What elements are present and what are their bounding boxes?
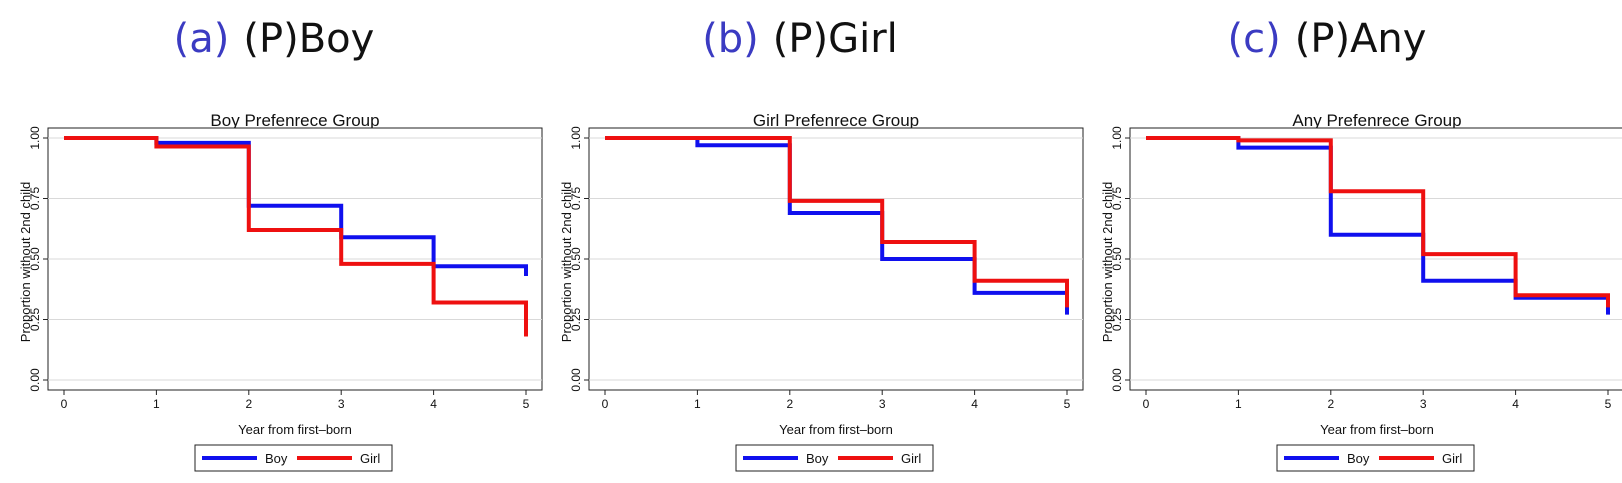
panel-a-x-axis-label: Year from first–born xyxy=(238,422,352,437)
panel-c-y-tick-label: 1.00 xyxy=(1110,126,1124,150)
panel-c-y-axis-label: Proportion without 2nd child xyxy=(1100,182,1115,342)
panel-b-caption-text: (P)Girl xyxy=(773,16,898,62)
panel-c-legend-girl-label: Girl xyxy=(1442,451,1462,466)
panel-a-plot-title: Boy Prefenrece Group xyxy=(210,111,379,130)
panel-a-y-tick-label: 0.25 xyxy=(28,307,42,331)
panel-a-y-axis-label: Proportion without 2nd child xyxy=(18,182,33,342)
panel-a-legend-boy-label: Boy xyxy=(265,451,288,466)
panel-a-x-tick-label: 4 xyxy=(430,397,437,411)
panel-b-y-tick-label: 0.25 xyxy=(569,307,583,331)
panel-a: (a) (P)Boy Boy Prefenrece Group Proporti… xyxy=(18,16,543,472)
panel-b-y-tick-label: 1.00 xyxy=(569,126,583,150)
panel-b-legend-girl-label: Girl xyxy=(901,451,921,466)
panel-a-x-tick-label: 5 xyxy=(523,397,530,411)
panel-b-x-tick-label: 3 xyxy=(879,397,886,411)
panel-a-legend: Boy Girl xyxy=(194,444,393,472)
panel-c-x-tick-label: 5 xyxy=(1605,397,1612,411)
panel-a-series-girl xyxy=(64,136,528,337)
panel-b-x-tick-label: 5 xyxy=(1064,397,1071,411)
panel-b-y-tick-label: 0.00 xyxy=(569,368,583,392)
panel-b-plot-area: 0.00 0.25 0.50 0.75 1.00 0 1 2 3 4 5 xyxy=(569,126,1084,411)
panel-b-legend-boy-label: Boy xyxy=(806,451,829,466)
panel-a-y-tick-label: 0.75 xyxy=(28,186,42,210)
panel-c: (c) (P)Any Any Prefenrece Group Proporti… xyxy=(1100,16,1622,472)
panel-b-plot-title: Girl Prefenrece Group xyxy=(753,111,919,130)
panel-a-y-tick-label: 1.00 xyxy=(28,126,42,150)
panel-c-x-tick-label: 4 xyxy=(1512,397,1519,411)
panel-c-y-tick-label: 0.50 xyxy=(1110,247,1124,271)
panel-b-x-axis-label: Year from first–born xyxy=(779,422,893,437)
panel-b-x-tick-label: 0 xyxy=(602,397,609,411)
panel-a-x-tick-label: 1 xyxy=(153,397,160,411)
panel-a-y-tick-label: 0.50 xyxy=(28,247,42,271)
panel-a-x-tick-label: 0 xyxy=(61,397,68,411)
panel-c-caption-label: (c) xyxy=(1228,16,1281,62)
panel-a-plot-area: 0.00 0.25 0.50 0.75 1.00 0 1 2 3 4 5 xyxy=(28,126,543,411)
panel-c-series-girl xyxy=(1146,136,1610,308)
panel-b-y-axis-label: Proportion without 2nd child xyxy=(559,182,574,342)
panel-c-y-tick-label: 0.75 xyxy=(1110,186,1124,210)
panel-a-caption-text: (P)Boy xyxy=(243,16,374,62)
panel-b-caption-label: (b) xyxy=(702,16,759,62)
panel-a-x-tick-label: 3 xyxy=(338,397,345,411)
panel-b: (b) (P)Girl Girl Prefenrece Group Propor… xyxy=(559,16,1084,472)
panel-c-x-tick-label: 3 xyxy=(1420,397,1427,411)
panel-c-plot-area: 0.00 0.25 0.50 0.75 1.00 0 1 2 3 4 5 xyxy=(1110,126,1622,411)
panel-a-caption: (a) (P)Boy xyxy=(174,16,375,62)
panel-c-x-axis-label: Year from first–born xyxy=(1320,422,1434,437)
panel-b-x-tick-label: 4 xyxy=(971,397,978,411)
panel-c-y-tick-label: 0.25 xyxy=(1110,307,1124,331)
panel-b-x-tick-label: 1 xyxy=(694,397,701,411)
panel-c-y-tick-label: 0.00 xyxy=(1110,368,1124,392)
panel-c-legend-boy-label: Boy xyxy=(1347,451,1370,466)
panel-c-plot-title: Any Prefenrece Group xyxy=(1292,111,1461,130)
panel-b-caption: (b) (P)Girl xyxy=(702,16,898,62)
panel-b-legend: Boy Girl xyxy=(735,444,934,472)
panel-b-y-tick-label: 0.75 xyxy=(569,186,583,210)
panel-c-legend: Boy Girl xyxy=(1276,444,1475,472)
panel-a-x-tick-label: 2 xyxy=(245,397,252,411)
panel-a-caption-label: (a) xyxy=(174,16,230,62)
panel-b-y-tick-label: 0.50 xyxy=(569,247,583,271)
panel-c-caption: (c) (P)Any xyxy=(1228,16,1427,62)
panel-c-x-tick-label: 0 xyxy=(1143,397,1150,411)
panel-a-legend-girl-label: Girl xyxy=(360,451,380,466)
panel-c-x-tick-label: 2 xyxy=(1327,397,1334,411)
panel-b-series-girl xyxy=(605,136,1069,308)
panel-a-y-tick-label: 0.00 xyxy=(28,368,42,392)
panel-b-x-tick-label: 2 xyxy=(786,397,793,411)
panel-c-x-tick-label: 1 xyxy=(1235,397,1242,411)
panel-c-caption-text: (P)Any xyxy=(1295,16,1427,62)
